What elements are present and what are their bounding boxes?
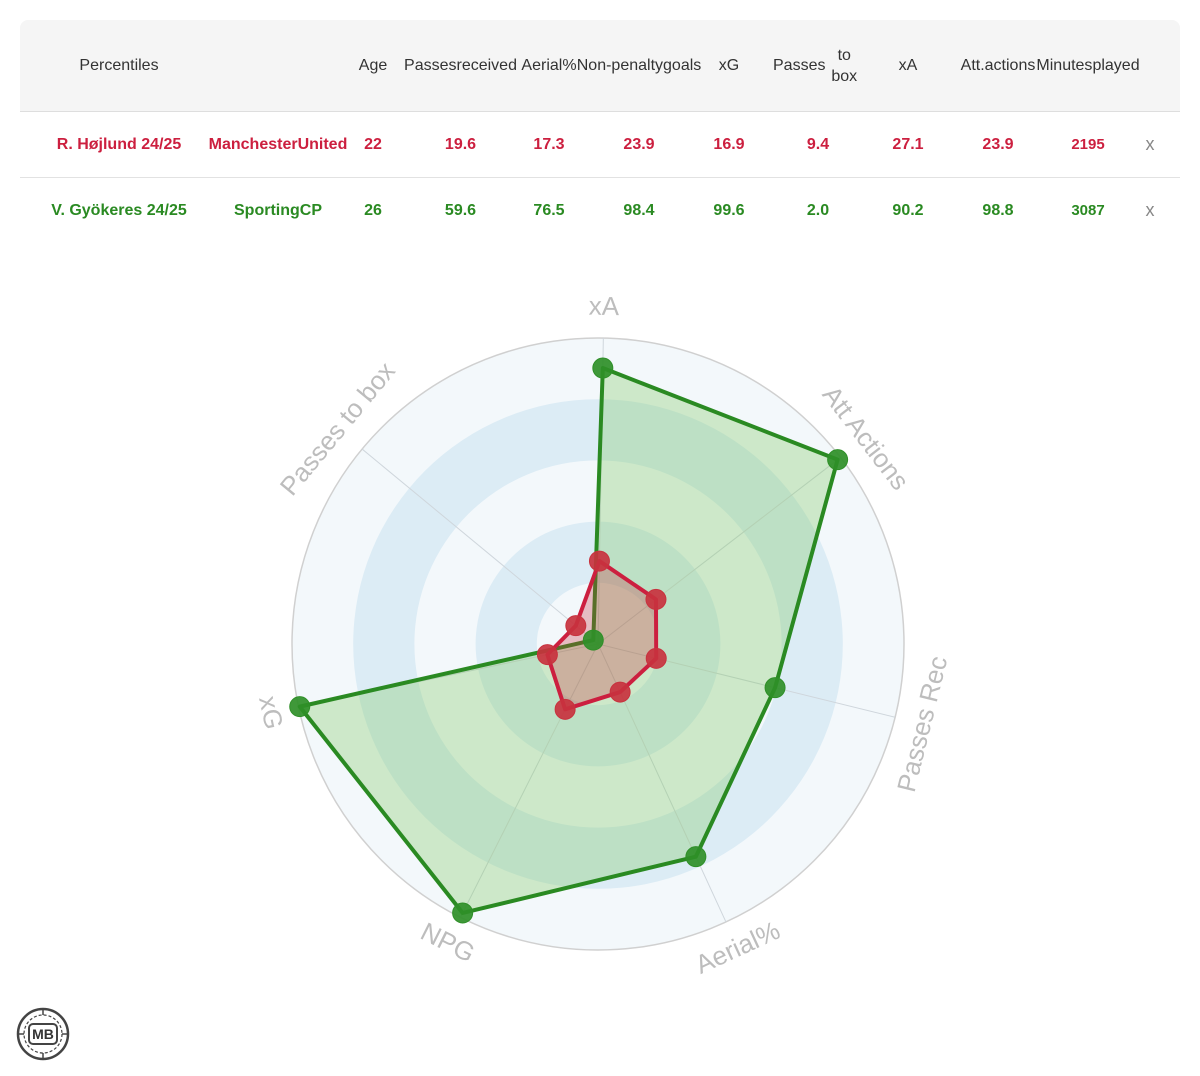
header-xa[interactable]: xA: [898, 57, 918, 74]
remove-player-button[interactable]: x: [1145, 200, 1155, 220]
data-point-gyokeres: [289, 696, 311, 718]
player-name[interactable]: V. Gyökeres 24/25: [51, 202, 187, 219]
data-point-gyokeres: [827, 449, 849, 471]
cell-att-actions: 23.9: [982, 136, 1014, 153]
cell-att-actions: 98.8: [982, 202, 1014, 219]
header-npg[interactable]: Non-penalty goals: [576, 57, 702, 74]
cell-npg: 23.9: [623, 136, 655, 153]
team-name: Sporting CP: [234, 202, 322, 219]
cell-passes-received: 59.6: [444, 202, 477, 219]
table-body: R. Højlund 24/25 Manchester United 22 19.6 17…: [20, 112, 1180, 243]
axis-label: NPG: [416, 916, 480, 968]
header-passes-box[interactable]: Passes to box: [773, 46, 858, 85]
data-point-hojlund: [536, 644, 558, 666]
axis-line: [597, 457, 841, 645]
cell-xa: 27.1: [892, 136, 924, 153]
header-att-actions[interactable]: Att. actions: [960, 57, 1036, 74]
data-point-hojlund: [588, 550, 610, 572]
table-header: Percentiles Age Passes received Aerial% Non-p…: [20, 20, 1180, 112]
cell-aerial: 17.3: [533, 136, 565, 153]
header-age[interactable]: Age: [358, 57, 388, 74]
cell-npg: 98.4: [623, 202, 655, 219]
data-point-gyokeres: [592, 357, 614, 379]
data-point-gyokeres: [452, 902, 474, 924]
remove-player-button[interactable]: x: [1145, 134, 1155, 154]
cell-aerial: 76.5: [533, 202, 565, 219]
cell-minutes: 2195: [1071, 136, 1105, 153]
data-point-gyokeres: [764, 677, 786, 699]
cell-xg: 16.9: [713, 136, 745, 153]
data-point-hojlund: [609, 681, 631, 703]
cell-xg: 99.6: [713, 202, 745, 219]
data-point-hojlund: [554, 698, 576, 720]
axis-line: [459, 643, 599, 918]
data-point-gyokeres: [582, 629, 604, 651]
header-passes-received[interactable]: Passes received: [404, 57, 517, 74]
axis-line: [361, 448, 599, 645]
cell-xa: 90.2: [892, 202, 924, 219]
data-point-gyokeres: [685, 846, 707, 868]
cell-passes-to-box: 2.0: [806, 202, 830, 219]
axis-label: xA: [588, 291, 620, 322]
table-row: R. Højlund 24/25 Manchester United 22 19.6 17…: [20, 112, 1180, 178]
team-name: Manchester United: [208, 136, 348, 153]
cell-age: 22: [364, 136, 382, 153]
mb-logo: MB: [16, 1007, 70, 1061]
cell-passes-received: 19.6: [444, 136, 477, 153]
header-xg[interactable]: xG: [718, 57, 740, 74]
player-name[interactable]: R. Højlund 24/25: [56, 136, 182, 153]
axis-label: xG: [253, 693, 289, 732]
cell-passes-to-box: 9.4: [806, 136, 830, 153]
cell-minutes: 3087: [1071, 202, 1105, 219]
table-row: V. Gyökeres 24/25 Sporting CP 26 59.6 76.5 98.…: [20, 178, 1180, 243]
logo-text: MB: [32, 1026, 54, 1042]
header-percentiles[interactable]: Percentiles: [79, 57, 159, 74]
data-point-hojlund: [645, 588, 667, 610]
data-point-hojlund: [565, 615, 587, 637]
header-minutes[interactable]: Minutes played: [1036, 57, 1140, 74]
header-aerial[interactable]: Aerial%: [521, 57, 577, 74]
data-point-hojlund: [645, 647, 667, 669]
cell-age: 26: [364, 202, 382, 219]
comparison-table: Percentiles Age Passes received Aerial% Non-p…: [20, 20, 1180, 243]
